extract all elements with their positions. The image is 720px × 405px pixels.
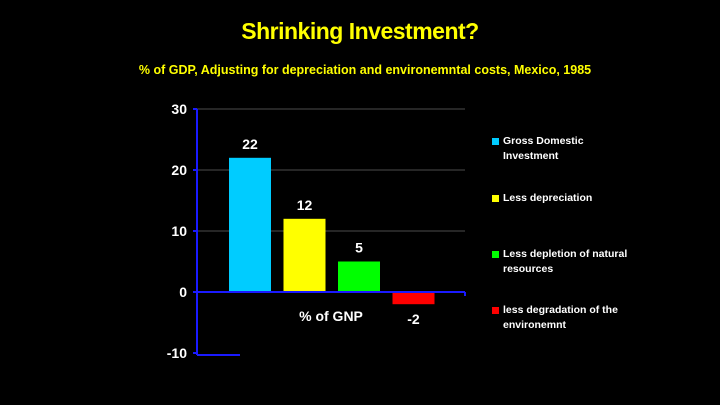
axes — [193, 108, 466, 356]
legend-label: less degradation of the environemnt — [503, 304, 618, 331]
data-label: -2 — [407, 311, 420, 327]
bar — [229, 157, 271, 292]
y-tick-label: 0 — [179, 284, 187, 300]
labels: 30 20 10 0 -10 22 12 5 -2 % of GNP — [167, 101, 420, 361]
bars — [229, 157, 435, 305]
data-label: 12 — [297, 197, 313, 213]
x-category-label: % of GNP — [299, 308, 363, 324]
data-label: 22 — [242, 136, 258, 152]
y-tick-label: 30 — [171, 101, 187, 117]
legend-swatch — [492, 195, 499, 202]
legend-swatch — [492, 307, 499, 314]
legend-swatch — [492, 138, 499, 145]
legend-swatch — [492, 251, 499, 258]
chart-subtitle: % of GDP, Adjusting for depreciation and… — [138, 63, 592, 77]
bar — [283, 218, 326, 292]
legend-label: Gross Domestic Investment — [503, 135, 584, 162]
bar — [392, 292, 435, 305]
bar — [338, 261, 380, 292]
legend-label: Less depreciation — [503, 192, 593, 204]
data-label: 5 — [355, 240, 363, 256]
y-tick-label: 10 — [171, 223, 187, 239]
y-tick-label: -10 — [167, 345, 187, 361]
legend-label: Less depletion of natural resources — [503, 248, 628, 275]
chart-title: Shrinking Investment? — [241, 18, 479, 44]
y-tick-label: 20 — [171, 162, 187, 178]
